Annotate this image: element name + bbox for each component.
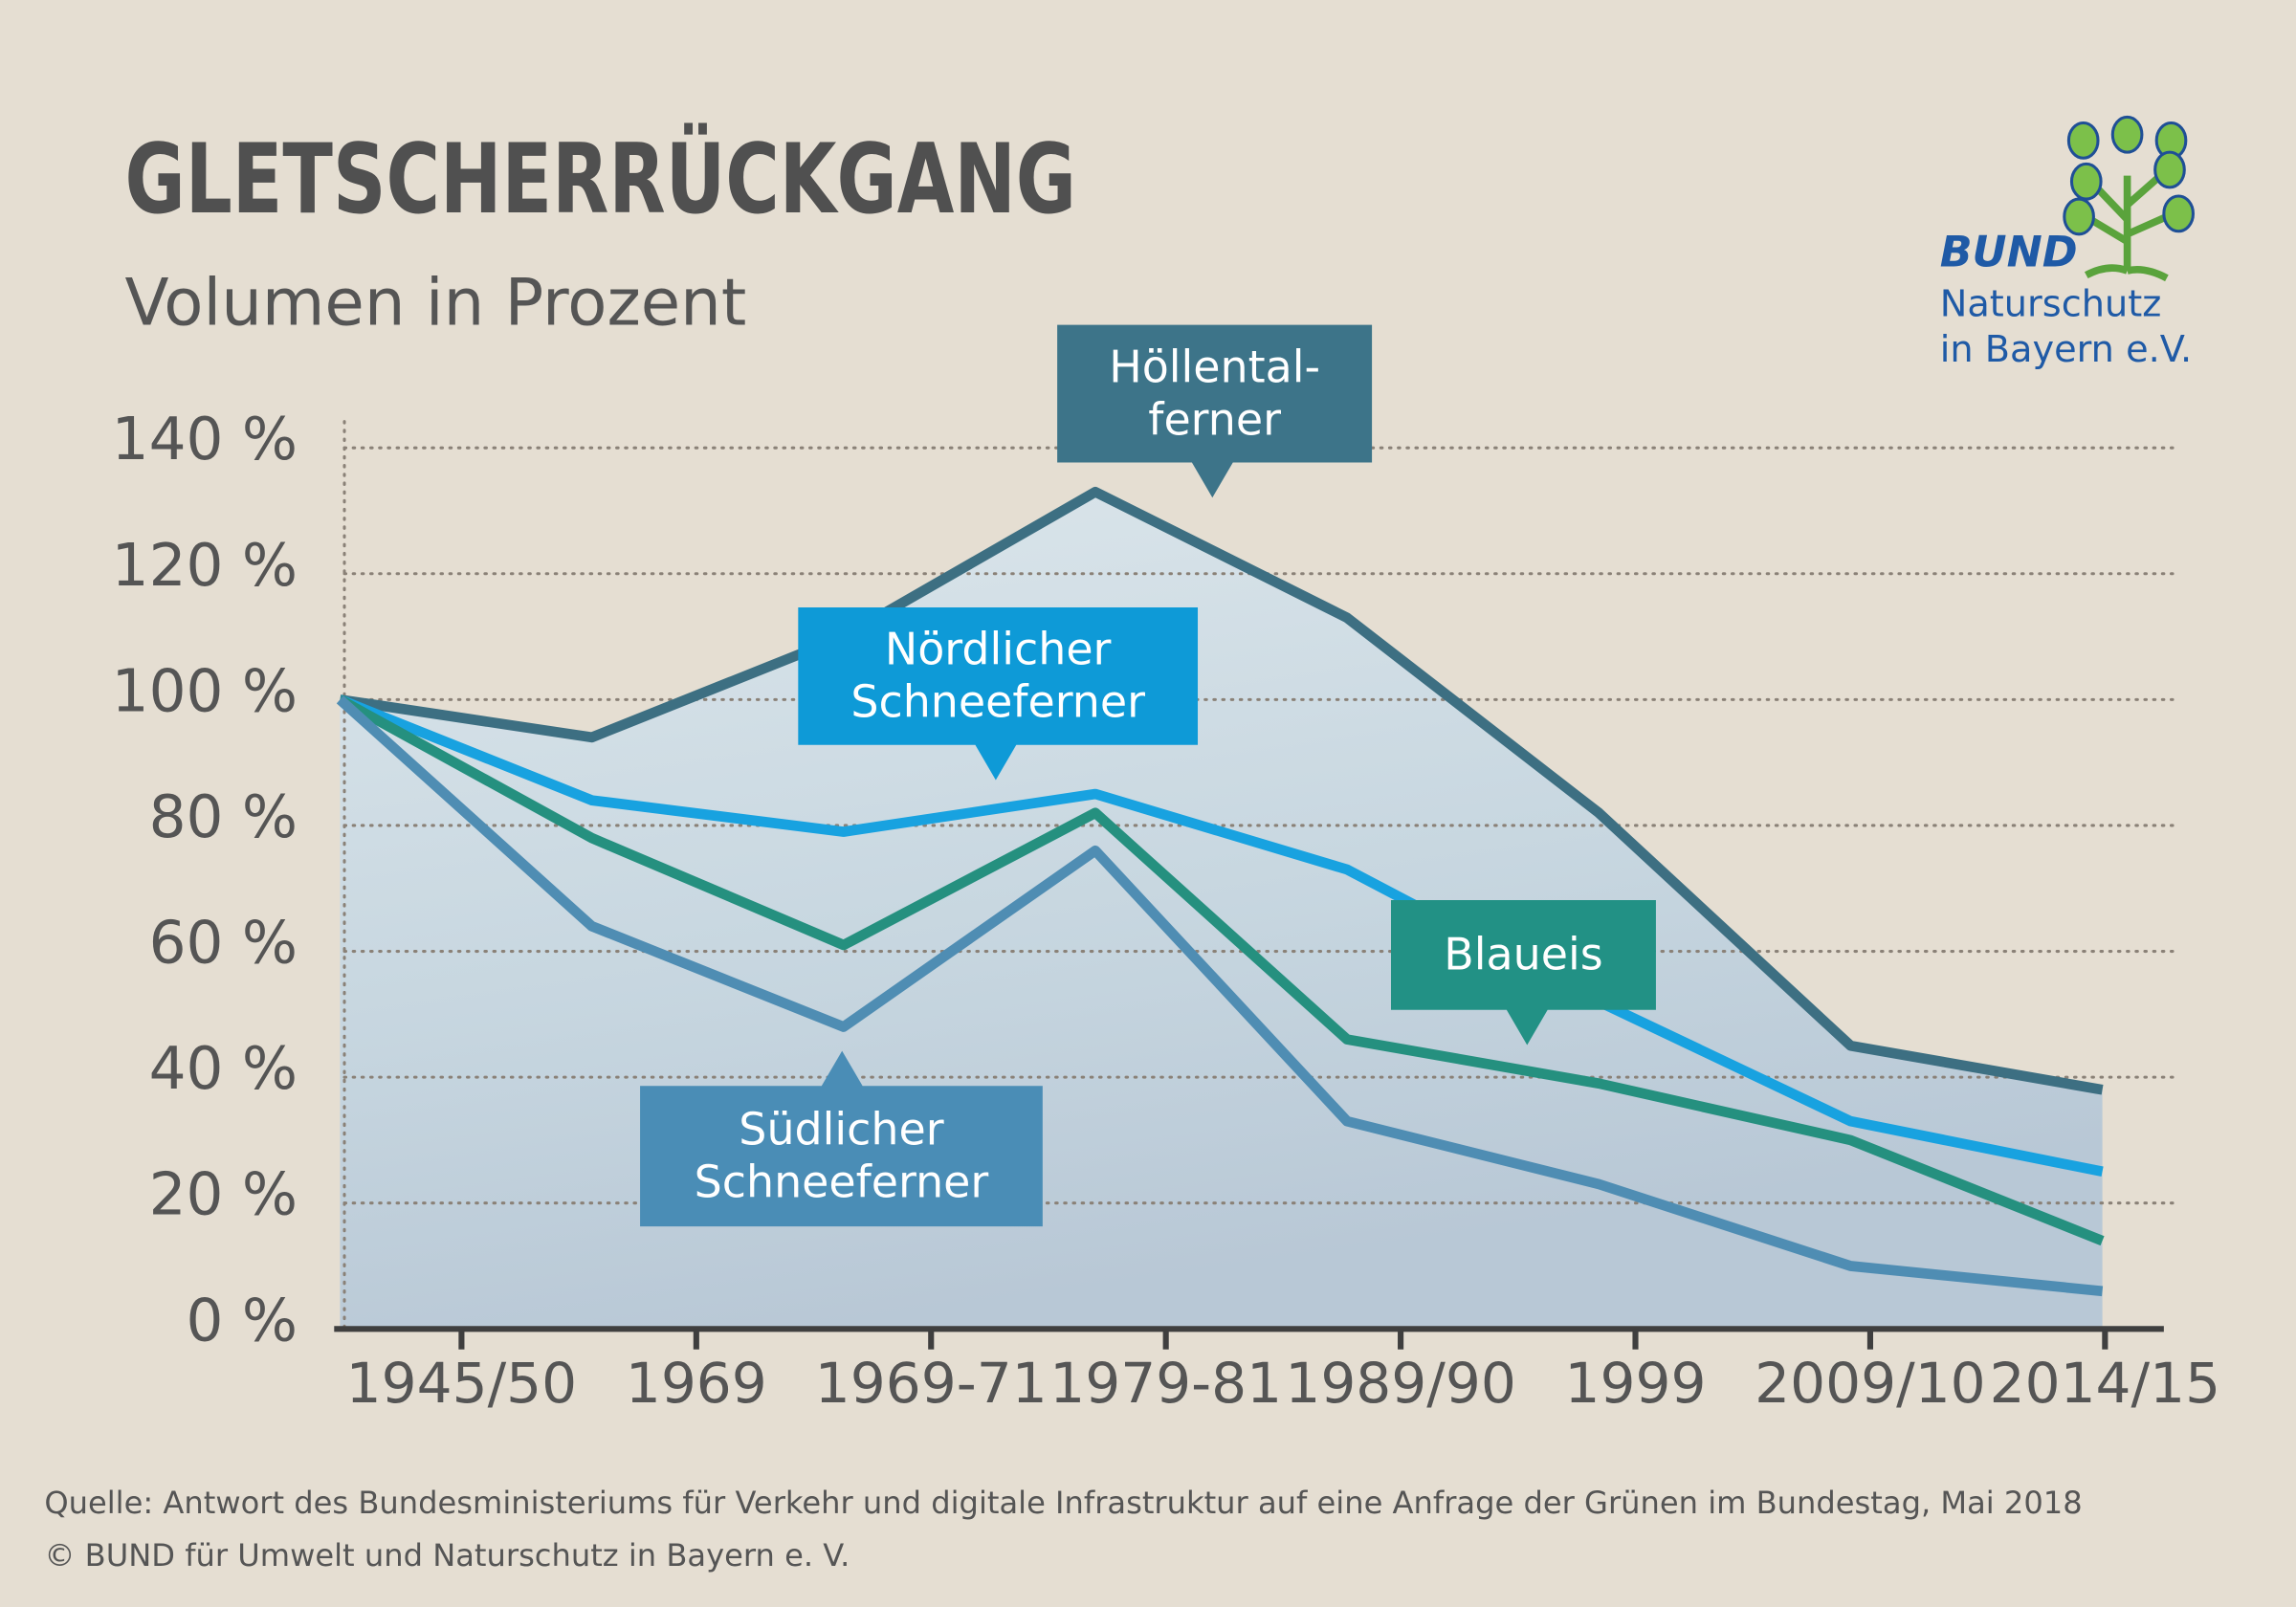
chart-title: GLETSCHERRÜCKGANG xyxy=(124,121,1076,235)
copyright-note: © BUND für Umwelt und Naturschutz in Bay… xyxy=(44,1537,850,1574)
series-line xyxy=(336,695,2104,1297)
logo-text: in Bayern e.V. xyxy=(1940,328,2192,371)
y-tick-label: 60 % xyxy=(149,910,298,978)
legend-label: Nördlicher Schneeferner xyxy=(850,624,1145,728)
y-tick-label: 120 % xyxy=(112,532,298,600)
plot-area: 0 % 20 % 40 % 60 % 80 % 100 % 120 % 140 % 1945/5… xyxy=(112,324,2220,1416)
x-tick-label: 1945/50 xyxy=(346,1351,577,1416)
legend-label: Südlicher Schneeferner xyxy=(695,1104,989,1208)
x-tick-label: 1969 xyxy=(626,1351,767,1416)
source-note: Quelle: Antwort des Bundesministeriums f… xyxy=(44,1485,2082,1521)
series-line xyxy=(338,694,2104,1178)
x-tick-label: 1979-81 xyxy=(1049,1351,1282,1416)
callout-box xyxy=(798,606,1199,781)
callout-box xyxy=(1390,899,1656,1046)
y-tick-label: 40 % xyxy=(149,1035,298,1103)
legend-label: Blaueis xyxy=(1444,929,1602,980)
y-tick-label: 100 % xyxy=(112,657,298,725)
x-tick-label: 2009/10 xyxy=(1755,1351,1985,1416)
x-tick-label: 1999 xyxy=(1565,1351,1707,1416)
y-tick-label: 140 % xyxy=(112,406,298,473)
chart-subtitle: Volumen in Prozent xyxy=(124,266,746,341)
y-tick-label: 0 % xyxy=(187,1287,298,1354)
y-tick-label: 20 % xyxy=(149,1161,298,1229)
y-tick-label: 80 % xyxy=(149,783,298,851)
x-tick-label: 2014/15 xyxy=(1990,1351,2220,1416)
x-tick-label: 1969-71 xyxy=(815,1351,1048,1416)
callout-box xyxy=(1057,324,1373,498)
logo-text: BUND xyxy=(1940,228,2078,276)
logo-text: Naturschutz xyxy=(1940,282,2162,325)
series-line xyxy=(337,694,2105,1246)
legend-label: Höllental-ferner xyxy=(1109,341,1320,445)
series-line xyxy=(339,486,2104,1095)
callout-box xyxy=(640,1050,1043,1227)
logo-tree xyxy=(2063,115,2195,282)
x-tick-label: 1989/90 xyxy=(1285,1351,1515,1416)
